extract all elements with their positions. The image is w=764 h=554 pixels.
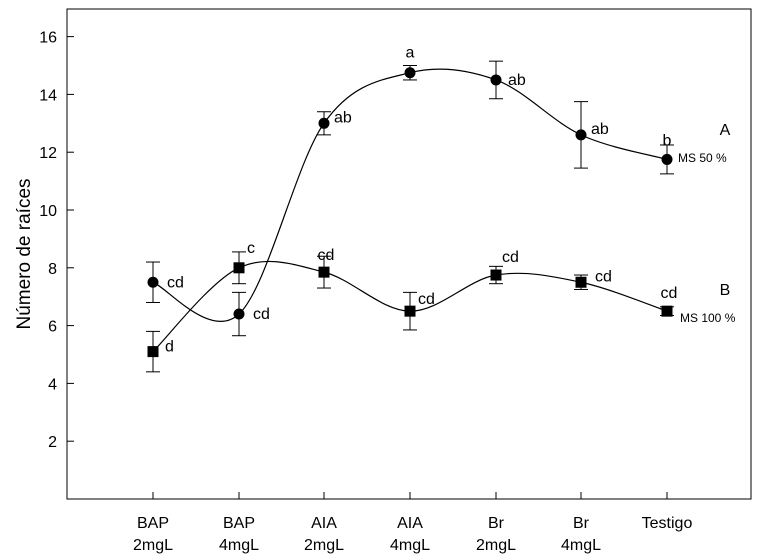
x-tick-label: AIA	[397, 515, 423, 532]
data-point	[661, 153, 673, 165]
y-tick-label: 12	[39, 145, 57, 162]
data-point	[318, 266, 330, 278]
data-point	[404, 305, 416, 317]
data-point	[490, 74, 502, 86]
data-point	[233, 262, 245, 274]
x-tick-label: Br	[488, 515, 505, 532]
significance-letter: c	[247, 240, 255, 257]
plot-frame	[66, 8, 752, 500]
significance-letter: ab	[334, 109, 352, 126]
data-point	[233, 308, 245, 320]
data-point	[318, 117, 330, 129]
x-tick-label: Br	[573, 515, 590, 532]
y-tick-label: 10	[39, 203, 57, 220]
x-tick-label-line2: 2mgL	[476, 537, 516, 554]
y-tick-label: 8	[48, 261, 57, 278]
x-tick-label: BAP	[137, 515, 169, 532]
y-tick-label: 2	[48, 434, 57, 451]
y-axis: 2 4 6 8 10 12 14 16	[39, 30, 74, 451]
series-layer: cd cd ab a ab ab b A MS 50 % d c cd cd cd cd cd B MS 100 …	[146, 45, 736, 373]
group-label: A	[720, 122, 731, 139]
y-axis-label: Número de raíces	[14, 178, 35, 329]
y-tick-label: 14	[39, 87, 57, 104]
significance-letter: cd	[318, 247, 335, 264]
x-axis: BAP 2mgL BAP 4mgL AIA 2mgL AIA 4mgL Br 2mgL Br 4mgL…	[133, 492, 692, 554]
y-tick-label: 4	[48, 376, 57, 393]
significance-letter: cd	[502, 249, 519, 266]
data-point	[575, 276, 587, 288]
significance-letter: ab	[591, 121, 609, 138]
series-name-label: MS 100 %	[680, 311, 736, 325]
significance-letter: a	[406, 45, 415, 62]
group-label: B	[720, 282, 731, 299]
x-tick-label: AIA	[311, 515, 337, 532]
significance-letter: cd	[661, 285, 678, 302]
significance-letter: cd	[253, 306, 270, 323]
x-tick-label: BAP	[223, 515, 255, 532]
series-square: d c cd cd cd cd cd B MS 100 %	[146, 240, 736, 373]
x-tick-label-line2: 4mgL	[390, 537, 430, 554]
series-name-label: MS 50 %	[678, 151, 727, 165]
series-line	[152, 68, 668, 322]
significance-letter: cd	[418, 291, 435, 308]
x-tick-label-line2: 2mgL	[133, 537, 173, 554]
significance-letter: ab	[508, 72, 526, 89]
x-tick-label-line2: 4mgL	[561, 537, 601, 554]
significance-letter: cd	[595, 268, 612, 285]
data-point	[490, 269, 502, 281]
x-tick-label: Testigo	[642, 515, 693, 532]
data-point	[404, 67, 416, 79]
x-tick-label-line2: 2mgL	[304, 537, 344, 554]
x-tick-label-line2: 4mgL	[219, 537, 259, 554]
series-circle: cd cd ab a ab ab b A MS 50 %	[146, 45, 731, 337]
significance-letter: b	[663, 132, 672, 149]
significance-letter: d	[165, 339, 174, 356]
significance-letter: cd	[167, 274, 184, 291]
data-point	[147, 346, 159, 358]
y-tick-label: 6	[48, 319, 57, 336]
y-tick-label: 16	[39, 30, 57, 47]
data-point	[661, 305, 673, 317]
data-point	[575, 129, 587, 141]
data-point	[147, 276, 159, 288]
